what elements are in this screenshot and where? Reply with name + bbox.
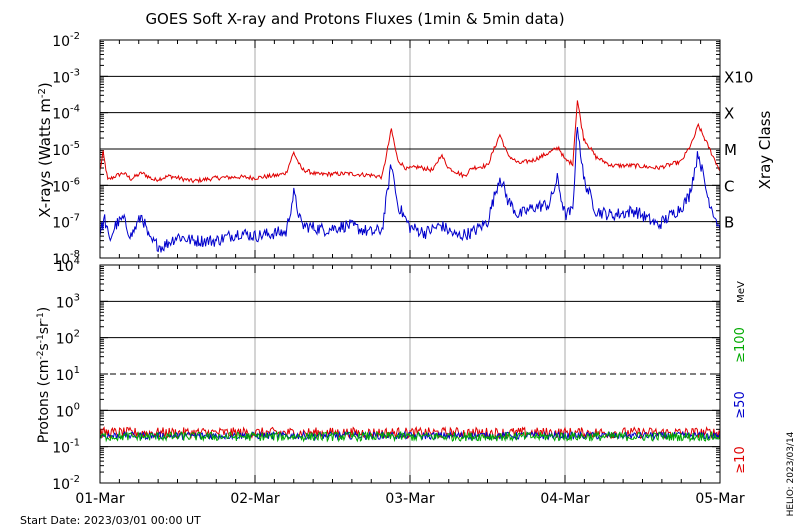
- xray-class-axis-label: Xray Class: [756, 110, 774, 189]
- proton-unit-label: MeV: [736, 281, 747, 303]
- xray-plot-frame: [99, 39, 721, 259]
- xray-class-label: X10: [724, 68, 753, 86]
- proton-panel: 10-2 10-1 100 101 102 103 104 Protons (cm-2s-1…: [36, 256, 748, 493]
- proton-plot-frame: [99, 264, 721, 484]
- xray-y-axis-label: X-rays (Watts m-2): [36, 82, 54, 217]
- proton-series-group: [99, 425, 721, 443]
- y-tick-label: 10-3: [52, 67, 80, 86]
- y-tick-label: 10-5: [52, 140, 80, 159]
- proton-energy-label: ≥10: [733, 446, 748, 473]
- xray-class-label: B: [724, 214, 734, 232]
- xray-gridlines: [99, 39, 721, 259]
- x-tick-label: 05-Mar: [695, 491, 745, 507]
- proton-y-tick-labels: 10-2 10-1 100 101 102 103 104: [52, 256, 80, 493]
- xray-class-label: X: [724, 105, 734, 123]
- xray-class-label: C: [724, 177, 734, 195]
- y-tick-label: 104: [56, 256, 80, 275]
- proton-series-line: [99, 430, 721, 443]
- proton-energy-labels: ≥100 ≥50 ≥10: [733, 327, 748, 474]
- y-tick-label: 10-1: [52, 438, 80, 457]
- x-tick-labels: 01-Mar 02-Mar 03-Mar 04-Mar 05-Mar: [75, 491, 745, 507]
- y-tick-label: 10-4: [52, 104, 80, 123]
- y-tick-label: 102: [56, 329, 80, 348]
- y-tick-label: 103: [56, 292, 80, 311]
- y-tick-label: 100: [56, 401, 80, 420]
- proton-gridlines: [99, 264, 721, 484]
- x-tick-label: 02-Mar: [230, 491, 280, 507]
- chart-title: GOES Soft X-ray and Protons Fluxes (1min…: [145, 10, 564, 28]
- y-tick-label: 10-8: [52, 249, 80, 268]
- x-tick-label: 04-Mar: [540, 491, 590, 507]
- proton-energy-label: ≥50: [733, 391, 748, 418]
- xray-class-label: M: [724, 141, 737, 159]
- y-tick-label: 10-2: [52, 31, 80, 50]
- xray-class-labels: B CMX X10: [724, 68, 753, 231]
- y-tick-label: 10-2: [52, 474, 80, 493]
- x-tick-label: 01-Mar: [75, 491, 125, 507]
- x-tick-label: 03-Mar: [385, 491, 435, 507]
- y-tick-label: 101: [56, 365, 80, 384]
- xray-short-series-line: [99, 126, 721, 253]
- xray-panel: 10-8 10-7 10-6 10-5 10-4 10-3 10-2 B CMX X10 X-r…: [36, 31, 774, 268]
- xray-long-series-line: [99, 100, 721, 184]
- xray-series-group: [99, 100, 721, 253]
- proton-y-axis-label: Protons (cm-2s-1sr-1): [36, 307, 52, 443]
- start-date-label: Start Date: 2023/03/01 00:00 UT: [20, 514, 201, 527]
- y-tick-label: 10-7: [52, 213, 80, 232]
- xray-y-tick-labels: 10-8 10-7 10-6 10-5 10-4 10-3 10-2: [52, 31, 80, 268]
- y-tick-label: 10-6: [52, 176, 80, 195]
- proton-energy-label: ≥100: [733, 327, 748, 363]
- credit-label: HELIO: 2023/03/14: [786, 431, 796, 516]
